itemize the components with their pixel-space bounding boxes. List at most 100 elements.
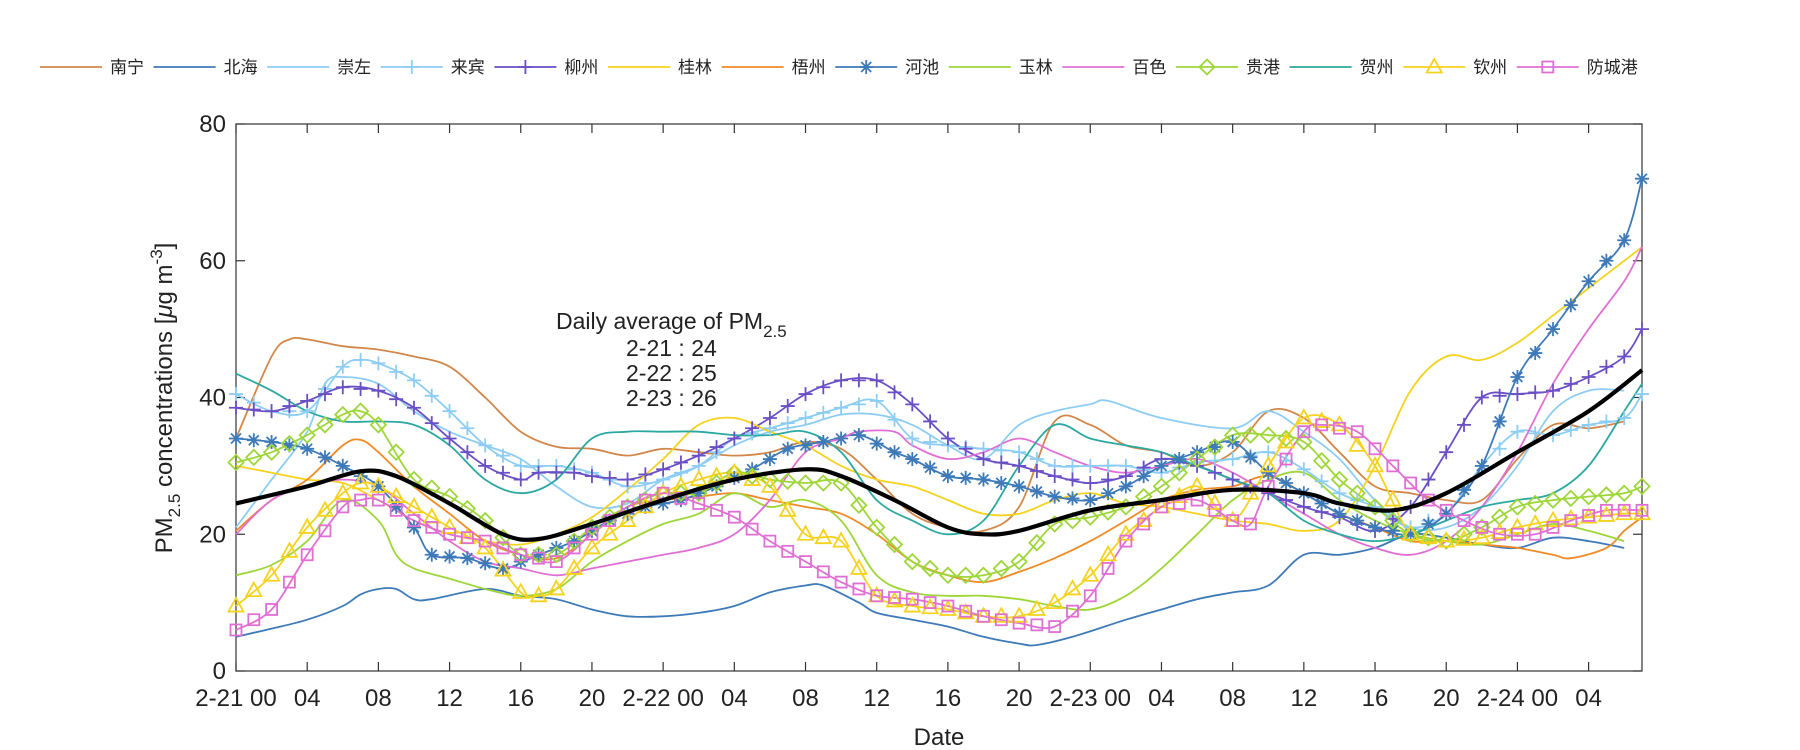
series-marker [691, 448, 706, 463]
series-marker [389, 503, 403, 517]
series-marker [1474, 390, 1489, 405]
series-marker [244, 580, 263, 598]
series-marker [1526, 494, 1544, 513]
series-marker [1188, 476, 1207, 493]
series-marker [496, 541, 510, 555]
series-marker [460, 445, 475, 460]
series-marker [1617, 233, 1632, 248]
series-marker [1083, 458, 1098, 473]
y-tick-label: 60 [199, 248, 226, 275]
series-marker [1563, 422, 1578, 437]
series-marker [1010, 606, 1029, 623]
series-marker [1581, 417, 1596, 432]
x-tick-label: 2-23 00 [1050, 685, 1131, 712]
series-marker [760, 476, 779, 493]
series-marker [300, 393, 315, 408]
legend-item-10: 百色 [1062, 58, 1166, 77]
series-marker [1546, 521, 1560, 534]
series-marker [656, 462, 671, 477]
series-marker [1315, 418, 1329, 432]
series-marker [618, 510, 637, 527]
x-tick-label: 12 [1290, 685, 1317, 712]
series-marker [905, 452, 920, 467]
series-marker [814, 527, 833, 545]
series-marker [1510, 387, 1525, 402]
legend: 南宁 北海 崇左 来宾 柳州 桂林 梧州 河池 玉林 百色 贵港 贺州 钦州 防城港 [40, 57, 1638, 77]
series-marker [1116, 524, 1135, 541]
series-marker [440, 517, 459, 534]
series-marker [369, 416, 388, 434]
series-marker [1081, 508, 1100, 526]
series-marker [1241, 426, 1260, 444]
series-marker [941, 599, 955, 613]
series-marker [335, 359, 350, 374]
series-marker [425, 521, 439, 534]
series-marker [834, 400, 849, 415]
series-marker [869, 436, 884, 451]
series-marker [1244, 517, 1257, 531]
series-marker [1172, 452, 1187, 467]
annotation-title: Daily average of PM [556, 308, 763, 334]
series-marker [727, 431, 742, 446]
series-marker [888, 591, 901, 604]
series-marker [921, 559, 939, 578]
series-marker [371, 356, 386, 371]
series-marker [351, 473, 370, 490]
series-marker [1119, 534, 1133, 548]
series-marker [1118, 479, 1133, 494]
series-marker [1279, 452, 1293, 466]
series-marker [709, 440, 724, 455]
series-marker [226, 596, 246, 613]
x-tick-label: 08 [1219, 685, 1246, 712]
legend-label: 防城港 [1587, 58, 1638, 77]
series-marker [977, 609, 990, 623]
series-marker [762, 452, 777, 467]
series-marker [280, 541, 299, 558]
series-marker [1029, 452, 1044, 467]
series-marker [939, 566, 957, 585]
series-marker [1437, 531, 1456, 548]
legend-label: 贺州 [1360, 58, 1394, 77]
series-marker [798, 411, 813, 426]
y-axis-title-close: ] [151, 243, 178, 250]
series-marker [1243, 450, 1258, 465]
series-marker [1065, 458, 1080, 473]
series-marker [549, 555, 563, 568]
series-marker [1101, 472, 1116, 487]
series-marker [1600, 503, 1613, 517]
series-marker [371, 479, 386, 494]
series-marker [1101, 486, 1116, 501]
series-marker [460, 531, 474, 545]
legend-item-8: 河池 [835, 58, 939, 77]
series-marker [798, 438, 813, 453]
series-marker [1259, 456, 1278, 473]
series-marker [799, 555, 812, 568]
series-marker [602, 470, 617, 485]
axis-ticks [235, 123, 1642, 672]
plot-area [226, 123, 1652, 672]
series-line-7 [235, 438, 1643, 584]
legend-label: 钦州 [1473, 58, 1507, 77]
series-marker [1027, 599, 1046, 616]
series-marker [1296, 499, 1311, 514]
series-marker [1188, 450, 1206, 468]
series-marker [298, 426, 316, 444]
series-marker [1366, 498, 1384, 516]
series-marker [778, 472, 797, 491]
series-marker [317, 387, 332, 402]
series-marker [262, 565, 281, 582]
series-marker [761, 470, 779, 489]
series-marker [1366, 456, 1385, 473]
legend-item-5: 柳州 [494, 58, 598, 77]
series-marker [1368, 442, 1382, 456]
series-marker [816, 405, 831, 420]
series-line-8 [235, 178, 1643, 570]
series-marker [1205, 493, 1224, 510]
series-marker [1030, 618, 1044, 632]
series-marker [1508, 517, 1527, 534]
series-marker [300, 548, 314, 562]
series-marker [851, 428, 866, 443]
series-marker [478, 534, 492, 548]
series-marker [1401, 525, 1420, 544]
series-marker [1581, 274, 1596, 289]
